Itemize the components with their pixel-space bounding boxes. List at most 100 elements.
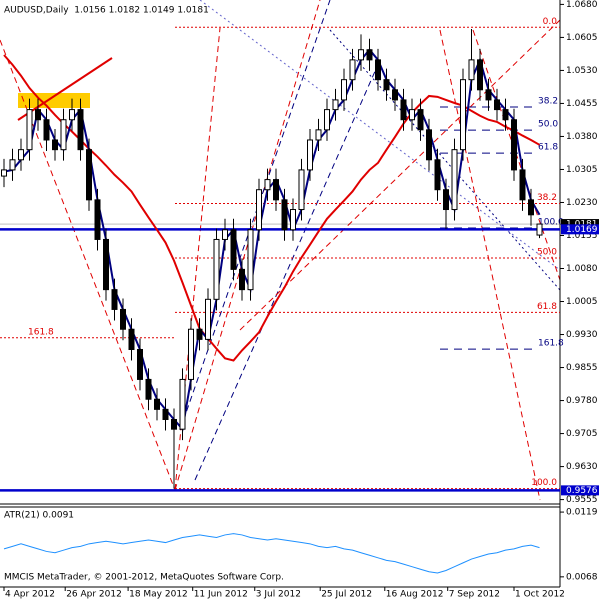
y-tick-label: 0.0068 — [566, 572, 598, 582]
candle-body — [196, 328, 203, 340]
trend-line — [174, 27, 221, 491]
x-tick-label: 3 Jul 2012 — [256, 590, 301, 600]
moving-average — [3, 54, 540, 362]
candle-body — [417, 109, 424, 131]
y-tick-label: 0.9630 — [566, 462, 598, 472]
y-tick-label: 1.0530 — [566, 66, 598, 76]
candle-body — [528, 199, 534, 216]
candle-body — [519, 169, 526, 201]
atr-line — [3, 533, 540, 574]
candle-body — [103, 238, 109, 291]
candle-body — [9, 159, 16, 171]
moving-average — [3, 48, 541, 432]
candle-body — [1, 169, 7, 177]
x-tick-label: 18 May 2012 — [129, 590, 188, 600]
candle-body — [383, 79, 390, 91]
fib-label: 61.8 — [538, 143, 558, 153]
candle-body — [349, 59, 356, 81]
candle-body — [111, 289, 118, 310]
candle-body — [213, 238, 220, 300]
chart-title: AUDUSD,Daily 1.0156 1.0182 1.0149 1.0181 — [4, 6, 209, 16]
y-tick-label: 1.0680 — [566, 0, 598, 10]
candle-body — [256, 189, 262, 231]
candle-body — [171, 418, 177, 430]
candle-body — [400, 99, 407, 121]
candle-body — [26, 109, 33, 151]
candle-body — [35, 109, 41, 121]
candle-body — [332, 99, 339, 111]
candle-body — [375, 59, 381, 81]
price-label: 1.0169 — [566, 225, 598, 235]
y-tick-label: 1.0155 — [566, 231, 598, 241]
candle-body — [451, 149, 458, 211]
x-tick-label: 16 Aug 2012 — [386, 590, 444, 600]
channel-line — [194, 59, 381, 481]
candle-body — [536, 223, 543, 236]
candle-body — [94, 199, 101, 240]
footer: MMCIS MetaTrader, © 2001-2012, MetaQuote… — [4, 573, 284, 583]
candle-body — [485, 89, 492, 101]
y-tick-label: 1.0380 — [566, 132, 598, 142]
candle-body — [60, 119, 67, 151]
candle-body — [307, 139, 313, 171]
y-tick-label: 0.9930 — [566, 330, 598, 340]
candle-body — [392, 89, 398, 101]
y-tick-label: 1.0080 — [566, 264, 598, 274]
fib-label: 38.2 — [537, 193, 557, 203]
candle-body — [77, 109, 84, 151]
candle-body — [511, 119, 517, 171]
indicator-title: ATR(21) 0.0091 — [4, 511, 74, 521]
trend-line — [439, 29, 541, 501]
x-tick-label: 25 Jul 2012 — [321, 590, 372, 600]
price-box — [561, 224, 599, 235]
candle-body — [18, 149, 24, 161]
candle-body — [366, 49, 373, 61]
candle-body — [426, 129, 432, 161]
y-tick-label: 0.9780 — [566, 396, 598, 406]
candle-body — [154, 398, 160, 410]
candle-body — [298, 169, 305, 211]
candle-body — [230, 229, 237, 270]
candle-body — [162, 408, 169, 420]
y-tick-label: 1.0005 — [566, 297, 598, 307]
candle-body — [205, 298, 211, 340]
price-label: 0.9576 — [566, 486, 598, 496]
x-tick-label: 7 Sep 2012 — [449, 590, 500, 600]
candle-body — [324, 109, 330, 131]
fib-label: 161.8 — [538, 339, 564, 349]
x-tick-label: 4 Apr 2012 — [5, 590, 55, 600]
candle-body — [137, 348, 143, 380]
candle-body — [120, 308, 126, 330]
candle-body — [494, 99, 500, 111]
y-tick-label: 1.0305 — [566, 165, 598, 175]
fib-label: 100.0 — [531, 478, 557, 488]
channel-line — [179, 0, 331, 431]
fib-label: 50.0 — [537, 247, 557, 257]
y-tick-label: 0.9555 — [566, 495, 598, 505]
candle-body — [434, 159, 441, 191]
y-tick-label: 0.0119 — [566, 508, 598, 518]
candle-body — [315, 129, 322, 141]
trend-line — [239, 19, 561, 331]
candle-body — [477, 59, 483, 91]
candle-body — [188, 328, 194, 380]
y-tick-label: 0.9855 — [566, 363, 598, 373]
candle-body — [502, 109, 509, 121]
fib-label: 50.0 — [538, 120, 558, 130]
channel-line — [199, 0, 561, 271]
candle-body — [69, 109, 75, 121]
candle-body — [443, 189, 449, 211]
candle-body — [222, 229, 228, 240]
candle-body — [52, 139, 58, 151]
candle-body — [273, 179, 279, 201]
x-tick-label: 1 Oct 2012 — [515, 590, 565, 600]
candle-body — [128, 328, 135, 350]
candle-body — [247, 229, 254, 291]
x-tick-label: 26 Apr 2012 — [66, 590, 122, 600]
candle-body — [290, 209, 296, 231]
candle-body — [239, 268, 245, 291]
fib-label: 0.0 — [543, 17, 558, 27]
fib-label: 161.8 — [28, 327, 54, 337]
x-tick-label: 11 Jun 2012 — [194, 590, 248, 600]
